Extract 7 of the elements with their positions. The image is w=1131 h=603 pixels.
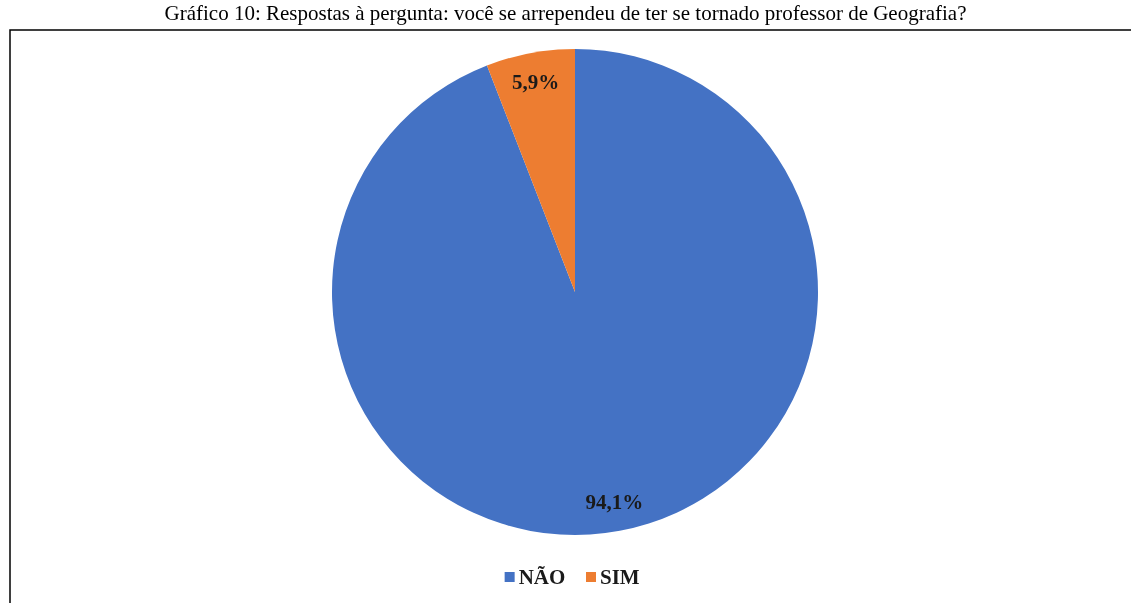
pie-slice xyxy=(486,49,575,292)
legend-label: NÃO xyxy=(518,565,566,589)
legend-label: SIM xyxy=(600,565,640,589)
data-label: 94,1% xyxy=(585,490,644,515)
data-label: 5,9% xyxy=(511,69,560,94)
pie-slice xyxy=(332,49,818,535)
chart-title: Gráfico 10: Respostas à pergunta: você se arrependeu de ter se tornado professor de Geografia? xyxy=(164,1,967,25)
